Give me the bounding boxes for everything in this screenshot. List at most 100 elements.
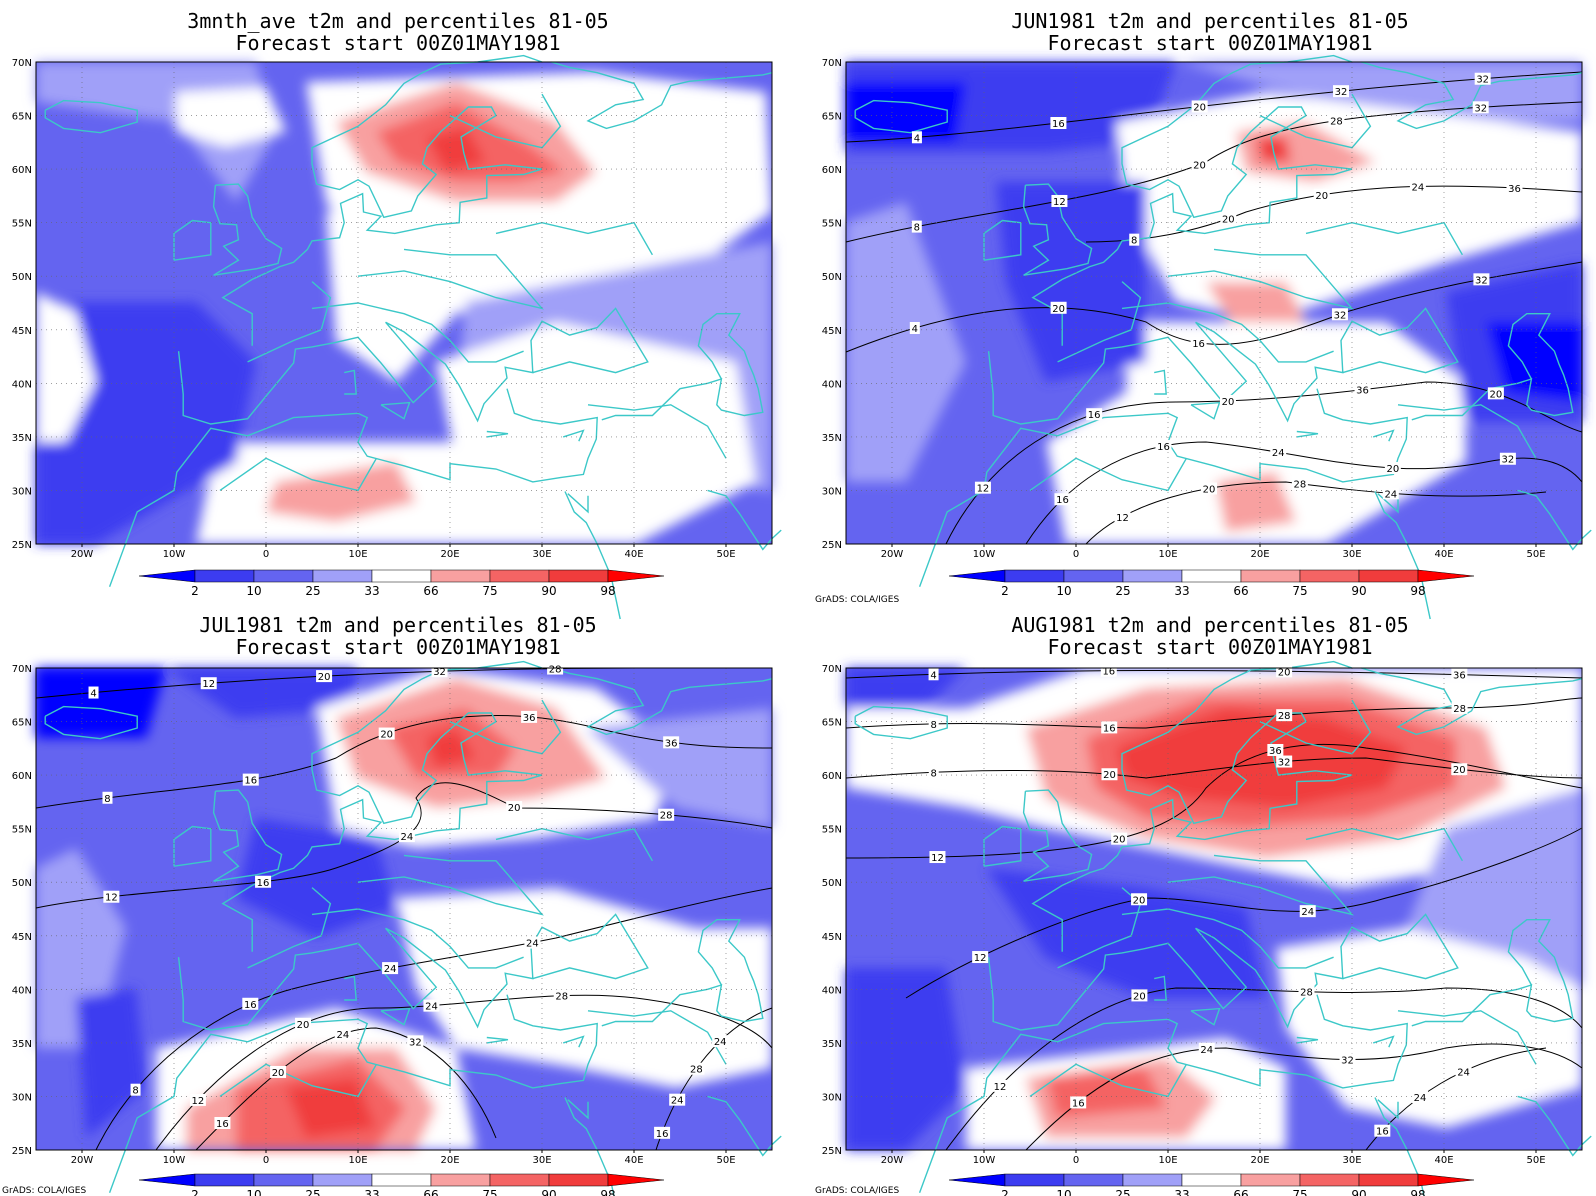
panel-title-line2: Forecast start 00Z01MAY1981 <box>1047 31 1372 55</box>
lon-tick-label: 50E <box>716 1155 735 1166</box>
coastline <box>1022 789 1093 882</box>
colorbar-low-arrow <box>138 569 196 583</box>
colorbar-label: 10 <box>246 1188 261 1196</box>
map-frame <box>845 667 1583 1151</box>
shade-light-east <box>586 708 772 828</box>
lat-tick-label: 50N <box>822 878 842 889</box>
contour-label: 24 <box>671 1096 684 1107</box>
colorbar-label: 25 <box>1115 1188 1130 1196</box>
lat-tick-label: 30N <box>822 1092 842 1103</box>
contour-label-box <box>928 717 939 730</box>
contour-label: 16 <box>1072 1098 1085 1109</box>
shade-dark-blue-iceland <box>846 82 966 142</box>
coastline <box>1377 1099 1399 1120</box>
coastline <box>212 183 283 276</box>
lon-tick-label: 10E <box>348 1155 367 1166</box>
contour-label-box <box>102 791 113 804</box>
contour-label: 36 <box>665 738 678 749</box>
contour-label-box <box>1374 1124 1391 1137</box>
contour-label-box <box>1054 493 1071 506</box>
shade-white-mediterranean <box>1276 928 1582 1128</box>
contour-label: 20 <box>1052 304 1065 315</box>
lon-tick-label: 10E <box>1158 549 1177 560</box>
contour-label: 8 <box>104 794 110 805</box>
contour-label-box <box>929 851 946 864</box>
coastline <box>1517 489 1592 551</box>
contour-label: 32 <box>1335 87 1348 98</box>
contour-label: 32 <box>409 1037 422 1048</box>
coastline <box>495 221 654 256</box>
contour-label: 24 <box>425 1002 438 1013</box>
coastlines <box>854 660 1592 1196</box>
contour-label: 12 <box>202 679 215 690</box>
lon-tick-label: 30E <box>532 1155 551 1166</box>
contour-value-labels: 4881212121616161620202020242420283236242… <box>928 664 1472 1138</box>
coastline <box>1397 1010 1537 1065</box>
contour-label: 20 <box>272 1068 285 1079</box>
contour-label: 28 <box>1300 988 1313 999</box>
colorbar-segment <box>371 1173 432 1187</box>
colorbar-high-arrow <box>1417 569 1475 583</box>
coastline <box>357 248 544 310</box>
coastline <box>987 913 1459 1031</box>
contour-label-box <box>1313 188 1330 201</box>
coastline <box>1121 908 1334 969</box>
contour-label: 20 <box>1315 191 1328 202</box>
contour-label-box <box>1331 308 1348 321</box>
contour-label-box <box>712 1035 729 1048</box>
colorbar-label: 10 <box>1056 1188 1071 1196</box>
contour-label: 20 <box>1133 895 1146 906</box>
contour-label: 16 <box>1102 667 1115 678</box>
shade-blue-west <box>986 868 1266 998</box>
contour-label: 28 <box>1453 704 1466 715</box>
coastline <box>221 660 543 952</box>
colorbar-label: 98 <box>600 1188 615 1196</box>
colorbar-segment <box>312 569 373 583</box>
lon-tick-label: 10W <box>973 549 996 560</box>
colorbar-label: 75 <box>482 1188 497 1196</box>
contour-label: 12 <box>1053 197 1066 208</box>
coastline <box>587 1010 727 1065</box>
colorbar-label: 25 <box>305 584 320 598</box>
contour-label-box <box>1451 668 1468 681</box>
contour-label: 36 <box>1269 746 1282 757</box>
contour-label-box <box>928 668 939 681</box>
colorbar-label: 10 <box>246 584 261 598</box>
contour-label: 36 <box>1356 386 1369 397</box>
coastlines <box>854 54 1592 620</box>
colorbar-label: 25 <box>1115 584 1130 598</box>
shade-red-north-africa <box>266 462 416 522</box>
lon-tick-label: 40E <box>1434 1155 1453 1166</box>
lon-tick-label: 20E <box>440 549 459 560</box>
contour-label-box <box>1291 477 1308 490</box>
colorbar-segment <box>1004 569 1065 583</box>
panel-title-line1: 3mnth_ave t2m and percentiles 81-05 <box>187 9 608 33</box>
contour-label-box <box>669 1093 686 1106</box>
shade-red-scandinavia-98 <box>426 127 486 172</box>
contour-label-box <box>688 1062 705 1075</box>
axis-ticks: 20W 10W 0 10E 20E 30E 40E 50E 70N 65N 60N 55N 50N 45N… <box>822 664 1546 1166</box>
contour-label: 28 <box>549 665 562 676</box>
shade-light-southwest <box>846 202 966 482</box>
colorbar-label: 66 <box>1233 1188 1248 1196</box>
gridlines <box>846 62 1582 544</box>
lon-tick-label: 30E <box>1342 549 1361 560</box>
axis-ticks: 20W 10W 0 10E 20E 30E 40E 50E 70N 65N 60N 55N 50N 45N… <box>822 58 1546 560</box>
lat-tick-label: 45N <box>822 326 842 337</box>
coastline <box>854 705 948 740</box>
contour-label: 28 <box>1294 480 1307 491</box>
contour-label: 20 <box>1133 991 1146 1002</box>
contour-line <box>1085 481 1547 545</box>
contour-label: 20 <box>1489 389 1502 400</box>
colorbar: 2 10 25 33 66 75 90 98 <box>948 1173 1475 1196</box>
contour-label-box <box>553 989 570 1002</box>
contour-line <box>945 381 1583 545</box>
colorbar-label: 2 <box>1001 584 1009 598</box>
lat-tick-label: 55N <box>12 825 32 836</box>
coastline <box>918 388 1408 588</box>
map-area: 4812812161612161616202024202024242424283… <box>35 660 782 1196</box>
coastline <box>177 913 649 1031</box>
coastline <box>486 430 509 438</box>
contour-label: 8 <box>931 720 937 731</box>
colorbar-label: 10 <box>1056 584 1071 598</box>
